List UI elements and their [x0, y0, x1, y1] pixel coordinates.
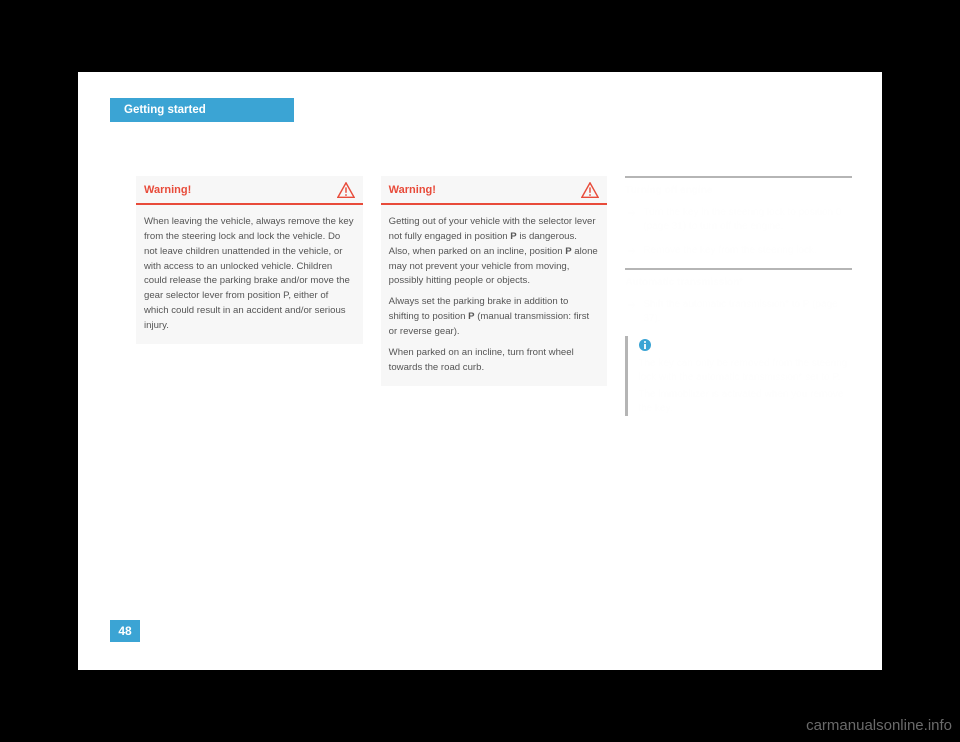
warning-triangle-icon [337, 182, 355, 198]
warning-box-1: Warning! When leaving the vehicle, alway… [136, 176, 363, 344]
arrow-icon [627, 208, 637, 218]
warning-p1: Getting out of your vehicle with the sel… [389, 215, 600, 289]
section-title-1: Turning off engine [625, 184, 852, 198]
arrow-icon [627, 300, 637, 310]
warning-header: Warning! [136, 176, 363, 205]
content-columns: Warning! When leaving the vehicle, alway… [136, 176, 852, 416]
warning-body: When leaving the vehicle, always remove … [136, 205, 363, 344]
column-2: Warning! Getting out of your vehicle wit… [381, 176, 608, 416]
section-title-2: Automatic transmission* [625, 276, 852, 290]
warning-title: Warning! [144, 184, 191, 196]
arrow-icon [627, 246, 637, 256]
watermark: carmanualsonline.info [806, 717, 952, 734]
warning-triangle-icon [581, 182, 599, 198]
section-rule [625, 268, 852, 270]
column-1: Warning! When leaving the vehicle, alway… [136, 176, 363, 416]
manual-page: Getting started Warning! When leaving th… [78, 72, 882, 670]
warning-header: Warning! [381, 176, 608, 205]
step-2: Remove the key from the steering lock. [625, 244, 852, 258]
warning-p2: Always set the parking brake in addition… [389, 295, 600, 340]
warning-text: When leaving the vehicle, always remove … [144, 215, 355, 334]
info-block: The key can only be removed from the ste… [625, 336, 852, 416]
info-text-2: The immobilizer is activated when you re… [638, 388, 852, 416]
warning-title: Warning! [389, 184, 436, 196]
section-rule [625, 176, 852, 178]
step-3: Shift the automatic transmission* to P (… [625, 298, 852, 326]
warning-p3: When parked on an incline, turn front wh… [389, 346, 600, 376]
header-tab-title: Getting started [124, 104, 206, 116]
step-1: Turn the key in the steering lock to pos… [625, 206, 852, 234]
info-text-1: The key can only be removed from the ste… [638, 357, 852, 385]
info-icon [638, 338, 652, 352]
column-3: Turning off engine Turn the key in the s… [625, 176, 852, 416]
header-tab: Getting started [110, 98, 294, 122]
page-number: 48 [110, 620, 140, 642]
warning-body: Getting out of your vehicle with the sel… [381, 205, 608, 386]
warning-box-2: Warning! Getting out of your vehicle wit… [381, 176, 608, 386]
